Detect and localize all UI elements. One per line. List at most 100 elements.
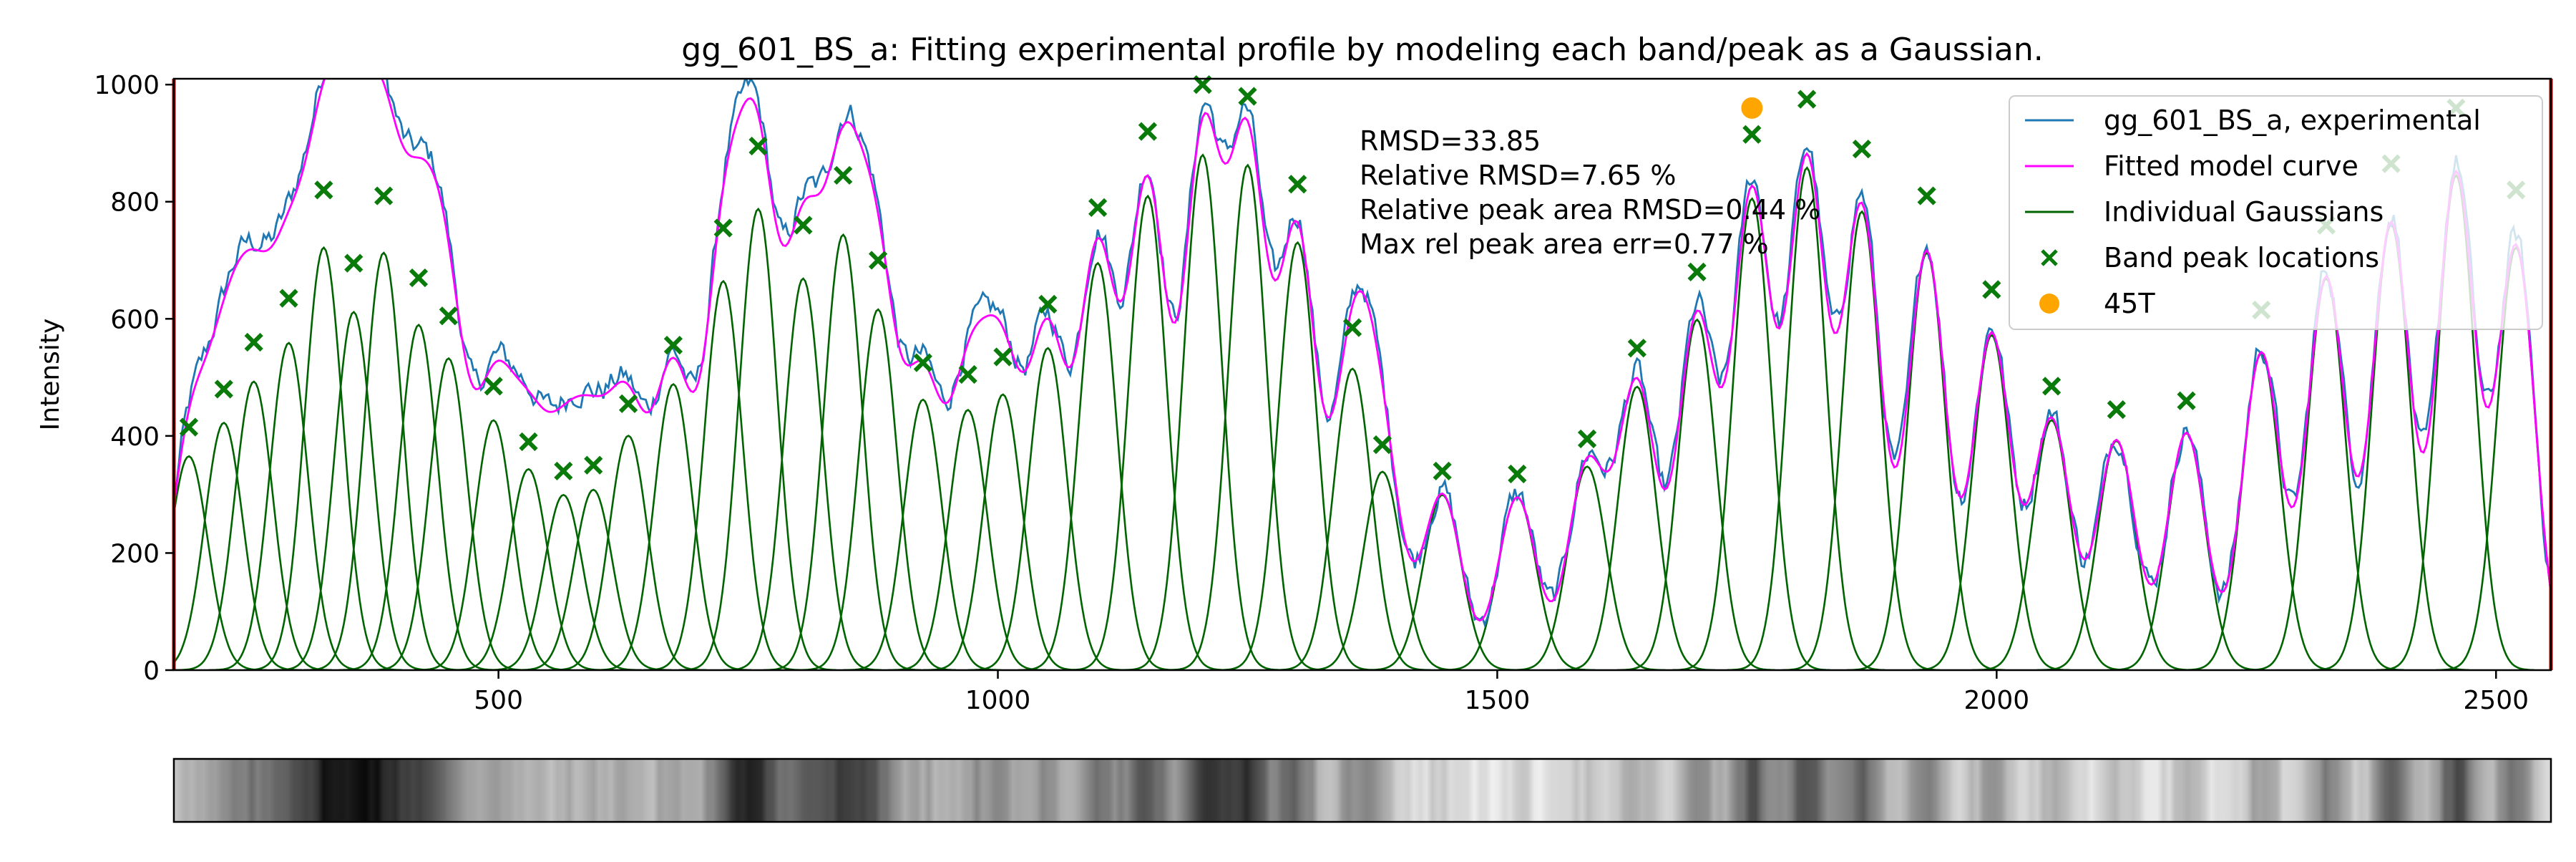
peak-marker-29 [1288,175,1307,194]
annotation-relative-rmsd: Relative RMSD=7.65 % [1360,160,1677,191]
peak-marker-25 [1088,198,1108,218]
gaussian-curve-20 [798,308,957,670]
peak-marker-3 [244,332,263,352]
gaussian-curve-23 [923,393,1081,670]
gaussian-curve-35 [1557,385,1715,670]
peak-marker-24 [1038,294,1058,314]
fitted-curve-layer [174,79,2551,622]
gaussian-curve-12 [483,493,642,670]
x-tick-1000: 1000 [965,670,1031,715]
x-tick-2000: 2000 [1964,670,2030,715]
y-tick-label-600: 600 [110,305,160,334]
peak-marker-23 [993,347,1013,367]
y-tick-label-400: 400 [110,422,160,452]
gaussian-curve-31 [1302,470,1461,670]
peak-marker-16 [713,218,733,238]
gaussian-curve-10 [414,419,572,670]
plot-area: 500 1000 1500 2000 2500 0 200 400 600 800 1000 In… [36,71,2553,715]
legend-label-fitted: Fitted model curve [2104,150,2358,182]
gaussian-curve-22 [888,409,1046,670]
gaussian-curve-13 [513,488,672,670]
gel-lane-strip [172,757,2552,823]
peak-marker-18 [794,216,813,235]
peak-marker-17 [748,136,768,156]
peak-marker-20 [868,251,888,270]
x-tick-label-2000: 2000 [1964,686,2030,715]
peak-marker-30 [1342,318,1362,337]
x-tick-label-1500: 1500 [1465,686,1531,715]
peak-marker-39 [1852,140,1872,159]
gaussian-curve-27 [1123,153,1281,670]
gaussian-curve-8 [338,323,497,670]
y-tick-label-800: 800 [110,188,160,218]
x-tick-1500: 1500 [1465,670,1531,715]
stats-annotation: RMSD=33.85 Relative RMSD=7.65 % Relative… [1360,125,1820,260]
annotation-max-rel-peak-area-err: Max rel peak area err=0.77 % [1360,228,1769,260]
peak-marker-33 [1508,464,1527,484]
gaussian-curve-41 [1912,334,2070,670]
gaussian-curve-6 [273,310,432,670]
peak-marker-8 [409,268,429,288]
y-tick-600: 600 [110,305,174,334]
gaussian-curve-29 [1217,241,1376,670]
gaussian-curve-19 [763,233,922,670]
legend-swatch-45t [2039,294,2059,314]
peak-marker-4 [279,289,298,308]
legend-box [2009,95,2543,330]
y-tick-0: 0 [143,657,174,686]
y-tick-1000: 1000 [94,71,174,100]
peak-marker-1 [179,417,199,437]
gaussian-curve-39 [1782,210,1941,670]
peak-marker-31 [1372,435,1392,455]
gaussian-curve-36 [1617,318,1775,670]
peak-marker-37 [1742,125,1762,144]
legend-label-45t: 45T [2104,288,2155,319]
gaussian-curve-26 [1068,194,1226,670]
x-tick-label-500: 500 [474,686,523,715]
gaussian-curve-5 [244,246,402,670]
peak-marker-19 [834,165,853,185]
gel-lane-image [174,759,2551,822]
gaussian-curve-1 [174,455,268,670]
x-tick-label-1000: 1000 [965,686,1031,715]
peak-marker-34 [1577,429,1597,449]
peak-marker-42 [2041,377,2062,396]
peak-marker-15 [663,335,683,355]
gaussian-curve-3 [174,380,332,670]
peak-marker-14 [618,394,638,414]
y-tick-label-200: 200 [110,539,160,568]
gaussian-curve-4 [209,342,367,670]
peak-marker-5 [314,180,333,200]
gaussian-curve-42 [1971,419,2130,670]
y-tick-200: 200 [110,539,174,568]
peak-marker-36 [1687,262,1707,282]
gaussian-curve-38 [1727,166,1885,670]
x-tick-label-2500: 2500 [2463,686,2529,715]
gaussian-curve-37 [1672,197,1830,670]
y-tick-400: 400 [110,422,174,452]
plot-frame [172,77,2552,672]
peak-marker-2 [214,379,233,399]
peak-marker-11 [519,432,538,452]
annotation-rmsd: RMSD=33.85 [1360,125,1541,157]
peak-marker-38 [1797,89,1817,109]
legend-swatch-peak-locations [2041,249,2058,266]
peak-marker-26 [1138,122,1158,141]
gaussian-curve-34 [1507,465,1666,670]
legend-label-experimental: gg_601_BS_a, experimental [2104,105,2481,136]
gaussian-curve-18 [723,277,882,670]
y-tick-label-1000: 1000 [94,71,160,100]
x-axis: 500 1000 1500 2000 2500 [474,670,2529,715]
gaussian-curve-2 [174,422,302,670]
gaussian-curve-17 [678,207,836,670]
gaussian-curve-40 [1847,251,2005,670]
gaussian-curve-11 [449,468,607,670]
fitted-model-curve [174,79,2551,622]
gaussian-curve-7 [303,251,462,670]
marker-45t [1741,97,1763,119]
x-tick-500: 500 [474,670,523,715]
gaussian-curve-32 [1362,493,1521,670]
peak-marker-43 [2107,399,2126,420]
